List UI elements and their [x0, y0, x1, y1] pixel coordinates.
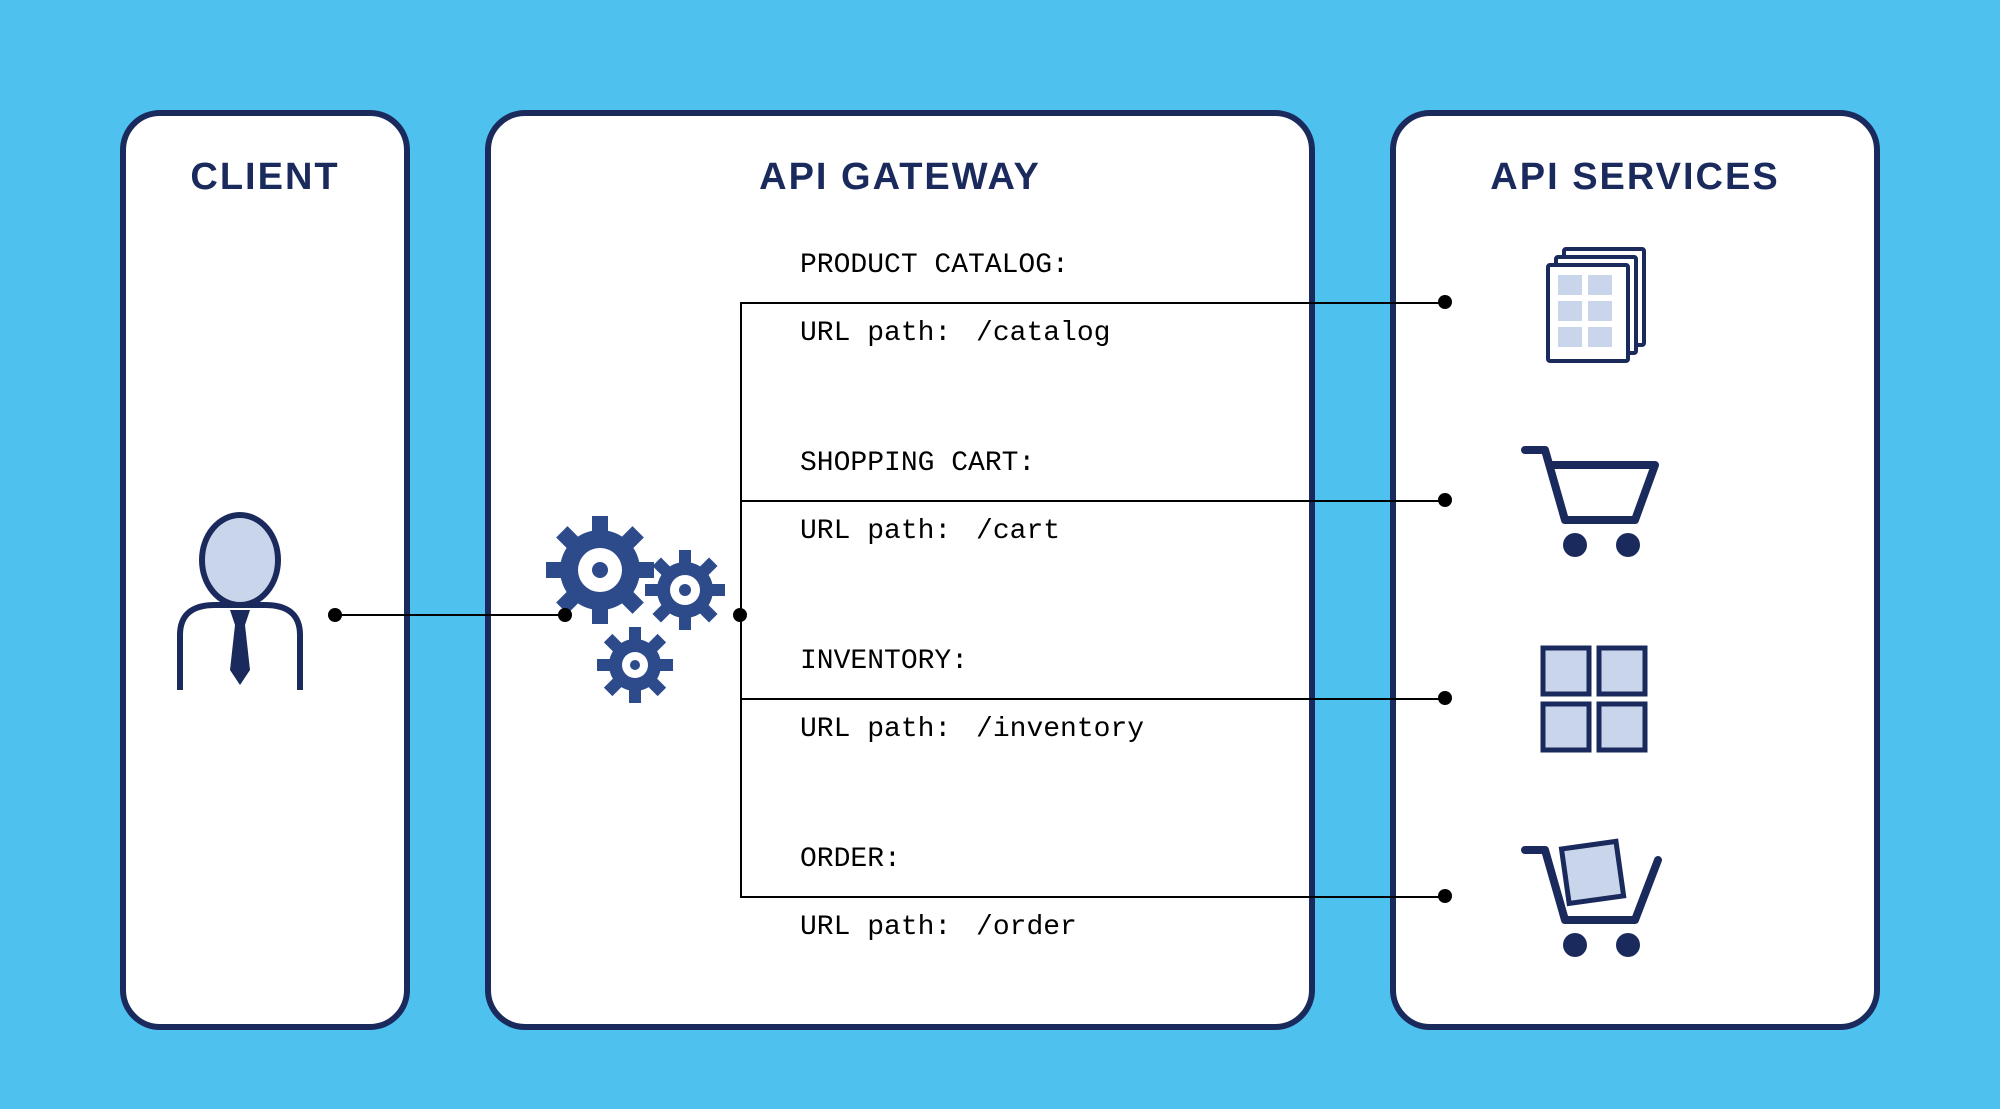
catalog-icon: [1530, 235, 1660, 365]
route-cart: SHOPPING CART:: [800, 448, 1035, 479]
route-catalog: PRODUCT CATALOG:: [800, 250, 1069, 281]
route-catalog-title: PRODUCT CATALOG:: [800, 250, 1069, 281]
cart-service-dot: [1438, 493, 1452, 507]
route-order: ORDER:: [800, 844, 901, 875]
gateway-in-dot: [558, 608, 572, 622]
route-catalog-path-label: URL path:: [800, 318, 951, 349]
route-inventory-path-label: URL path:: [800, 714, 951, 745]
route-cart-title: SHOPPING CART:: [800, 448, 1035, 479]
route-cart-path-label: URL path:: [800, 516, 951, 547]
order-service-dot: [1438, 889, 1452, 903]
catalog-service-dot: [1438, 295, 1452, 309]
inventory-service-dot: [1438, 691, 1452, 705]
route-inventory-path: URL path: /inventory: [800, 714, 1144, 745]
route-order-title: ORDER:: [800, 844, 901, 875]
order-to-service-line: [1315, 896, 1445, 898]
route-inventory: INVENTORY:: [800, 646, 968, 677]
gears-icon: [545, 510, 735, 710]
route-cart-path-value: /cart: [976, 516, 1060, 547]
route-inventory-path-value: /inventory: [976, 714, 1144, 745]
client-title: CLIENT: [126, 156, 404, 199]
gateway-title: API GATEWAY: [491, 156, 1309, 199]
order-icon: [1510, 820, 1670, 970]
catalog-to-service-line: [1315, 302, 1445, 304]
inventory-icon: [1535, 640, 1655, 760]
route-inventory-title: INVENTORY:: [800, 646, 968, 677]
client-to-gateway-line: [335, 614, 565, 616]
inventory-to-service-line: [1315, 698, 1445, 700]
services-title: API SERVICES: [1396, 156, 1874, 199]
cart-to-service-line: [1315, 500, 1445, 502]
person-icon: [150, 490, 330, 690]
branch-vline: [740, 302, 742, 896]
route-order-path-label: URL path:: [800, 912, 951, 943]
route-catalog-path-value: /catalog: [976, 318, 1110, 349]
route-order-path: URL path: /order: [800, 912, 1077, 943]
cart-icon: [1510, 430, 1670, 570]
route-catalog-path: URL path: /catalog: [800, 318, 1110, 349]
route-cart-path: URL path: /cart: [800, 516, 1060, 547]
route-order-path-value: /order: [976, 912, 1077, 943]
